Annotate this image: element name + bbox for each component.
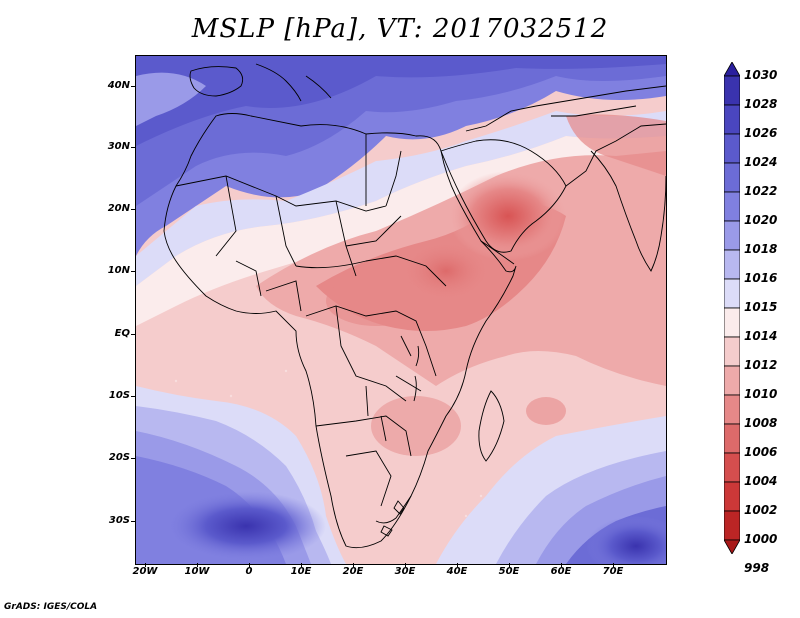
colorbar-level-label: 1012 xyxy=(744,358,778,372)
colorbar-swatch xyxy=(724,249,740,280)
lon-label-30e: 30E xyxy=(394,566,416,577)
lat-label-10n: 10N xyxy=(107,265,130,276)
lat-label-eq: EQ xyxy=(114,328,130,339)
colorbar-level-label: 1016 xyxy=(744,271,778,285)
lon-tick xyxy=(457,563,458,567)
lat-tick xyxy=(131,209,135,210)
colorbar-swatch xyxy=(724,481,740,512)
colorbar-bottom-arrow xyxy=(724,539,740,554)
lon-tick xyxy=(613,563,614,567)
lat-label-10s: 10S xyxy=(108,390,130,401)
lon-tick xyxy=(509,563,510,567)
map-panel xyxy=(135,55,667,565)
lon-tick xyxy=(249,563,250,567)
colorbar-swatch xyxy=(724,336,740,367)
pressure-field xyxy=(136,56,666,564)
colorbar-level-label: 998 xyxy=(744,561,770,575)
lat-tick xyxy=(131,334,135,335)
lon-label-50e: 50E xyxy=(498,566,520,577)
colorbar-level-label: 1000 xyxy=(744,532,778,546)
lat-label-30n: 30N xyxy=(107,141,130,152)
colorbar-swatch xyxy=(724,278,740,309)
lat-tick xyxy=(131,396,135,397)
colorbar-level-label: 1004 xyxy=(744,474,778,488)
colorbar-swatch xyxy=(724,394,740,425)
lat-tick xyxy=(131,147,135,148)
colorbar-swatch xyxy=(724,162,740,193)
lon-label-70e: 70E xyxy=(602,566,624,577)
colorbar-top-arrow xyxy=(724,62,740,77)
lat-tick xyxy=(131,86,135,87)
lat-label-20n: 20N xyxy=(107,203,130,214)
colorbar-level-label: 1015 xyxy=(744,300,778,314)
colorbar-level-label: 1014 xyxy=(744,329,778,343)
lon-label-60e: 60E xyxy=(550,566,572,577)
colorbar-swatch xyxy=(724,104,740,135)
colorbar-swatch xyxy=(724,220,740,251)
chart-title: MSLP [hPa], VT: 2017032512 xyxy=(191,14,609,44)
lon-tick xyxy=(353,563,354,567)
colorbar-level-label: 1028 xyxy=(744,97,778,111)
colorbar-swatch xyxy=(724,423,740,454)
lon-tick xyxy=(301,563,302,567)
colorbar-level-label: 1026 xyxy=(744,126,778,140)
lon-tick xyxy=(145,563,146,567)
colorbar-swatch xyxy=(724,307,740,338)
credit-text: GrADS: IGES/COLA xyxy=(4,602,98,612)
colorbar-level-label: 1024 xyxy=(744,155,778,169)
colorbar-swatch xyxy=(724,365,740,396)
lon-label-10e: 10E xyxy=(290,566,312,577)
colorbar-level-label: 1006 xyxy=(744,445,778,459)
colorbar-swatch xyxy=(724,75,740,106)
colorbar-swatch xyxy=(724,452,740,483)
lon-label-0: 0 xyxy=(245,566,253,577)
colorbar-level-label: 1030 xyxy=(744,68,778,82)
lat-tick xyxy=(131,521,135,522)
lon-tick xyxy=(197,563,198,567)
lon-label-20e: 20E xyxy=(342,566,364,577)
colorbar-swatch xyxy=(724,191,740,222)
lat-label-20s: 20S xyxy=(108,452,130,463)
lon-tick xyxy=(561,563,562,567)
colorbar-level-label: 1008 xyxy=(744,416,778,430)
lon-label-40e: 40E xyxy=(446,566,468,577)
lat-tick xyxy=(131,271,135,272)
lat-label-40n: 40N xyxy=(107,80,130,91)
colorbar-swatch xyxy=(724,510,740,541)
colorbar xyxy=(724,62,740,554)
lon-label-20w: 20W xyxy=(132,566,158,577)
lat-tick xyxy=(131,458,135,459)
lon-label-10w: 10W xyxy=(184,566,210,577)
colorbar-level-label: 1022 xyxy=(744,184,778,198)
colorbar-level-label: 1020 xyxy=(744,213,778,227)
colorbar-swatch xyxy=(724,133,740,164)
colorbar-level-label: 1018 xyxy=(744,242,778,256)
lat-label-30s: 30S xyxy=(108,515,130,526)
colorbar-level-label: 1002 xyxy=(744,503,778,517)
lon-tick xyxy=(405,563,406,567)
colorbar-level-label: 1010 xyxy=(744,387,778,401)
